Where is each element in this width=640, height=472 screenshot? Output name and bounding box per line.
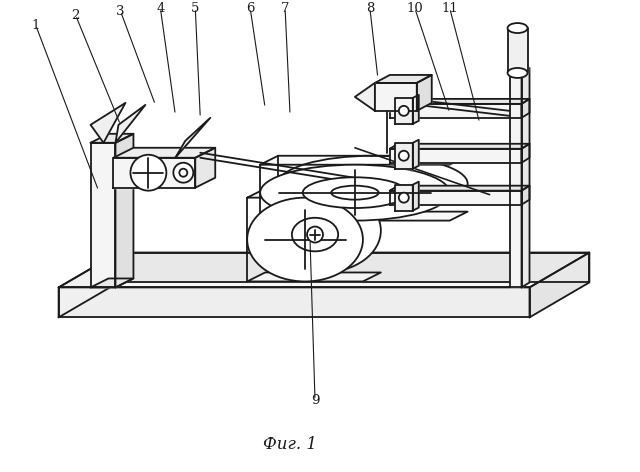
Polygon shape [247, 189, 381, 198]
Polygon shape [417, 75, 432, 111]
Polygon shape [522, 99, 529, 118]
Polygon shape [390, 191, 522, 205]
Text: 2: 2 [72, 8, 80, 22]
Text: 9: 9 [311, 394, 319, 407]
Polygon shape [355, 83, 375, 111]
Polygon shape [90, 103, 125, 143]
Polygon shape [115, 105, 145, 143]
Ellipse shape [332, 185, 379, 200]
Text: 4: 4 [156, 1, 164, 15]
Circle shape [399, 193, 409, 202]
Circle shape [399, 151, 409, 161]
Polygon shape [395, 185, 413, 211]
Ellipse shape [303, 177, 407, 208]
Polygon shape [522, 68, 529, 287]
Text: Фиг. 1: Фиг. 1 [263, 436, 317, 453]
Polygon shape [195, 148, 215, 188]
Polygon shape [113, 148, 215, 158]
Polygon shape [529, 253, 589, 317]
Circle shape [399, 106, 409, 116]
Polygon shape [509, 73, 522, 287]
Ellipse shape [260, 165, 450, 220]
Polygon shape [375, 83, 417, 111]
Polygon shape [390, 99, 529, 104]
Polygon shape [375, 75, 432, 83]
Polygon shape [390, 104, 522, 118]
Circle shape [307, 227, 323, 243]
Polygon shape [59, 253, 118, 317]
Polygon shape [118, 253, 589, 282]
Circle shape [179, 169, 188, 177]
Polygon shape [113, 158, 195, 188]
Text: 8: 8 [365, 1, 374, 15]
Text: 1: 1 [31, 18, 40, 32]
Polygon shape [90, 278, 133, 287]
Text: 6: 6 [246, 1, 255, 15]
Circle shape [131, 155, 166, 191]
Polygon shape [59, 253, 589, 287]
Text: 11: 11 [442, 1, 458, 15]
Polygon shape [413, 140, 419, 169]
Polygon shape [508, 28, 527, 73]
Ellipse shape [292, 218, 338, 251]
Polygon shape [390, 185, 529, 191]
Text: 7: 7 [281, 1, 289, 15]
Text: 5: 5 [191, 1, 200, 15]
Polygon shape [90, 134, 133, 143]
Polygon shape [390, 149, 522, 163]
Circle shape [173, 163, 193, 183]
Polygon shape [247, 272, 381, 281]
Polygon shape [395, 143, 413, 169]
Polygon shape [522, 144, 529, 163]
Polygon shape [59, 287, 529, 317]
Polygon shape [90, 143, 115, 287]
Polygon shape [413, 95, 419, 124]
Polygon shape [390, 144, 529, 149]
Polygon shape [522, 185, 529, 205]
Ellipse shape [265, 189, 381, 272]
Text: 3: 3 [116, 5, 125, 17]
Polygon shape [115, 134, 133, 287]
Text: 10: 10 [406, 1, 423, 15]
Ellipse shape [278, 156, 468, 211]
Polygon shape [395, 98, 413, 124]
Polygon shape [413, 182, 419, 211]
Polygon shape [175, 118, 211, 158]
Ellipse shape [508, 23, 527, 33]
Polygon shape [260, 211, 468, 220]
Ellipse shape [508, 68, 527, 78]
Polygon shape [260, 156, 468, 165]
Ellipse shape [247, 198, 363, 281]
